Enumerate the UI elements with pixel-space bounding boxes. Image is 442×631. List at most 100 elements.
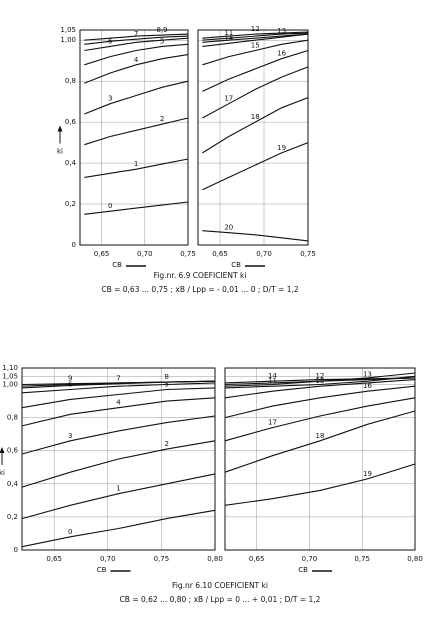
curve-label: 17 xyxy=(268,419,277,427)
curve-label: 4 xyxy=(134,56,139,64)
x-tick-label: 0,70 xyxy=(100,555,116,563)
curve xyxy=(202,33,309,43)
figure-subtitle: CB = 0,62 ... 0,80 ; xB / Lpp = 0 ... + … xyxy=(120,595,321,604)
curve-label: 13 xyxy=(363,371,372,379)
curve xyxy=(21,415,216,455)
curve xyxy=(84,158,189,178)
curve-label: 3 xyxy=(68,432,72,440)
curve xyxy=(21,380,216,386)
curve xyxy=(84,117,189,146)
y-tick-label: 0,4 xyxy=(65,159,77,167)
plot-frame xyxy=(197,29,309,246)
curve xyxy=(202,49,309,92)
curve xyxy=(224,410,416,473)
y-tick-label: 0,2 xyxy=(7,513,18,521)
x-tick-label: 0,70 xyxy=(302,555,318,563)
x-tick-label: 0,80 xyxy=(207,555,223,563)
curve-label: 14 xyxy=(224,34,233,42)
figure-title: Fig.nr 6.10 COEFICIENT ki xyxy=(172,581,268,590)
curve xyxy=(224,379,416,399)
curve xyxy=(202,32,309,41)
curve xyxy=(21,473,216,520)
y-tick-label: 1,05 xyxy=(60,26,76,34)
x-tick-label: 0,65 xyxy=(212,250,228,258)
plot-frame xyxy=(224,367,416,551)
curve-label: 18 xyxy=(251,113,260,121)
curve-label: 13 xyxy=(277,27,286,35)
y-tick-label: 0 xyxy=(14,546,18,554)
y-tick-label: 0,4 xyxy=(7,480,19,488)
curve xyxy=(202,142,309,191)
curve xyxy=(224,397,416,442)
curve-label: 9 xyxy=(68,375,72,383)
y-tick-label: 0,8 xyxy=(65,77,76,85)
curve xyxy=(21,509,216,548)
x-tick-label: 0,65 xyxy=(94,250,110,258)
curve xyxy=(84,35,189,45)
y-tick-label: 1,00 xyxy=(60,36,76,44)
y-tick-label: 0,8 xyxy=(7,414,18,422)
y-tick-label: 0 xyxy=(72,241,76,249)
x-tick-label: 0,75 xyxy=(154,555,170,563)
curve xyxy=(202,39,309,66)
curve-label: 19 xyxy=(363,470,372,478)
curve xyxy=(84,43,189,66)
x-tick-label: 0,75 xyxy=(354,555,370,563)
curve xyxy=(224,385,416,419)
curve-label: 7 xyxy=(134,30,138,38)
curve-label: 0 xyxy=(68,528,72,536)
curve-label: 16 xyxy=(363,382,372,390)
y-tick-label: 1,00 xyxy=(2,381,18,389)
x-tick-label: 0,70 xyxy=(256,250,272,258)
curve-label: 2 xyxy=(165,440,169,448)
curve-label: 17 xyxy=(224,95,233,103)
curve xyxy=(84,54,189,84)
curve-label: 5 xyxy=(160,37,164,45)
y-axis-label: ki xyxy=(0,469,5,477)
curve xyxy=(21,382,216,394)
x-tick-label: 0,75 xyxy=(300,250,316,258)
curve xyxy=(224,463,416,506)
curve-label: 4 xyxy=(116,399,121,407)
y-tick-label: 0,6 xyxy=(7,447,19,455)
figure-subtitle: CB = 0,63 ... 0,75 ; xB / Lpp = - 0,01 .… xyxy=(101,285,299,294)
y-tick-label: 0,2 xyxy=(65,200,76,208)
plot-frame xyxy=(79,29,189,246)
curve-label: 18 xyxy=(316,432,325,440)
curve xyxy=(84,80,189,115)
plot-frame xyxy=(21,367,216,551)
curve xyxy=(84,37,189,52)
curve xyxy=(202,97,309,154)
curve-label: 2 xyxy=(160,115,164,123)
curve-label: 15 xyxy=(251,41,260,49)
curve xyxy=(84,33,189,41)
x-axis-label: CB xyxy=(298,566,308,574)
curve-label: 15 xyxy=(316,377,325,385)
y-tick-label: 1,10 xyxy=(2,364,18,372)
curve xyxy=(202,230,309,242)
curve xyxy=(21,440,216,488)
axis-arrow-head xyxy=(57,125,63,132)
curve-label: 0 xyxy=(108,202,112,210)
curve-label: 7 xyxy=(116,375,120,383)
y-tick-label: 1,05 xyxy=(2,372,18,380)
curve-label: 8 xyxy=(165,373,169,381)
figure-title: Fig.nr. 6.9 COEFICIENT ki xyxy=(154,271,247,280)
curve xyxy=(224,377,416,384)
curve-label: 11 xyxy=(224,29,233,37)
curve xyxy=(202,33,309,47)
x-axis-label: CB xyxy=(112,261,122,269)
y-tick-label: 0,6 xyxy=(65,118,77,126)
axis-arrow-head xyxy=(0,447,5,453)
curve xyxy=(21,397,216,427)
curve xyxy=(84,201,189,215)
curve-label: 12 xyxy=(251,25,260,33)
curve-label: 12 xyxy=(316,372,325,380)
curve-label: 14 xyxy=(268,372,277,380)
curve xyxy=(21,387,216,409)
x-tick-label: 0,80 xyxy=(407,555,423,563)
curve-label: 1 xyxy=(134,160,138,168)
curve-label: 3 xyxy=(108,95,112,103)
curve-label: 20 xyxy=(224,224,233,232)
